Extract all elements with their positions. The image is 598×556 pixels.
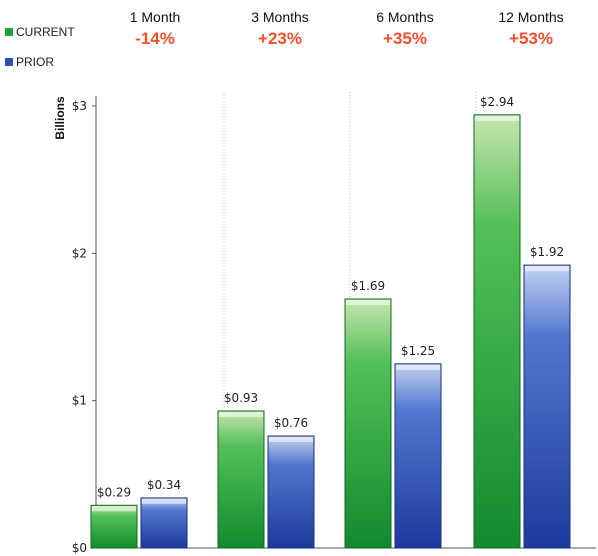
bar-prior-12-months — [523, 264, 571, 549]
bar-current-3-months — [217, 410, 265, 549]
bar-highlight — [525, 266, 569, 272]
bars — [90, 114, 571, 549]
bar-highlight — [219, 411, 263, 417]
bar-current-6-months — [344, 298, 392, 549]
change-label-3-months: +23% — [258, 29, 302, 48]
y-tick-label: $1 — [72, 394, 87, 408]
legend-swatch-current — [5, 28, 13, 36]
value-label-prior-3-months: $0.76 — [274, 416, 308, 430]
value-label-current-1-month: $0.29 — [97, 485, 131, 499]
change-label-6-months: +35% — [383, 29, 427, 48]
period-label-3-months: 3 Months — [251, 9, 309, 25]
bar-prior-6-months — [394, 363, 442, 549]
change-label-12-months: +53% — [509, 29, 553, 48]
bar-prior-1-month — [140, 497, 188, 549]
period-headers: 1 Month -14% 3 Months +23% 6 Months +35%… — [130, 9, 564, 48]
value-label-current-3-months: $0.93 — [224, 391, 258, 405]
period-label-1-month: 1 Month — [130, 9, 181, 25]
value-label-current-12-months: $2.94 — [480, 95, 514, 109]
y-axis-title: Billions — [53, 96, 67, 140]
legend-label-prior: PRIOR — [16, 55, 54, 69]
bar-highlight — [142, 498, 186, 504]
period-label-12-months: 12 Months — [498, 9, 563, 25]
legend-swatch-prior — [5, 58, 13, 66]
legend-label-current: CURRENT — [16, 25, 75, 39]
bar-highlight — [346, 300, 390, 306]
y-tick-label: $3 — [72, 99, 87, 113]
bar-current-12-months — [473, 114, 521, 549]
bar-highlight — [396, 364, 440, 370]
y-ticks: $0 $1 $2 $3 — [72, 99, 96, 555]
bar-prior-3-months — [267, 435, 315, 549]
value-label-prior-1-month: $0.34 — [147, 478, 181, 492]
y-tick-label: $2 — [72, 246, 87, 260]
legend: CURRENT PRIOR — [5, 25, 75, 69]
value-label-prior-12-months: $1.92 — [530, 245, 564, 259]
change-label-1-month: -14% — [135, 29, 175, 48]
period-label-6-months: 6 Months — [376, 9, 434, 25]
value-label-prior-6-months: $1.25 — [401, 344, 435, 358]
bar-highlight — [475, 115, 519, 121]
bar-highlight — [269, 437, 313, 443]
value-labels: $0.29 $0.34 $0.93 $0.76 $1.69 $1.25 $2.94 $1.92 — [97, 95, 564, 499]
bar-current-1-month — [90, 504, 138, 549]
value-label-current-6-months: $1.69 — [351, 279, 385, 293]
bar-highlight — [92, 506, 136, 512]
y-tick-label: $0 — [72, 541, 87, 555]
